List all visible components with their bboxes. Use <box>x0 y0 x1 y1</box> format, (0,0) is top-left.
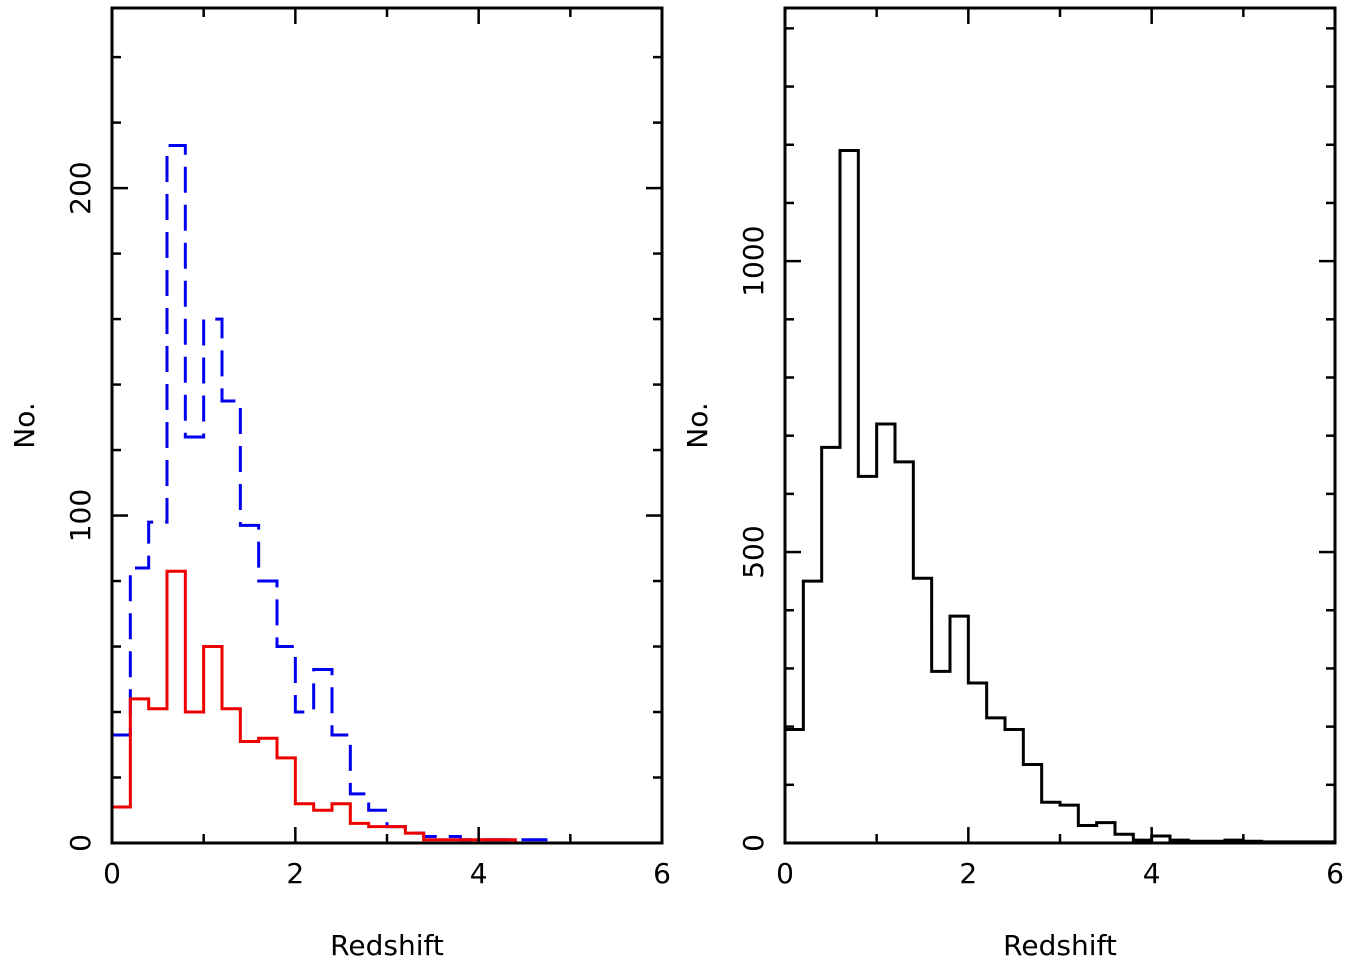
left-tick-labels: 0 2 4 6 0 100 200 <box>64 161 671 890</box>
left-y-tick-label: 200 <box>64 161 97 214</box>
right-x-tick-label: 2 <box>959 857 977 890</box>
left-y-tick-label: 0 <box>64 834 97 852</box>
right-y-tick-label: 0 <box>737 834 770 852</box>
right-x-tick-label: 0 <box>776 857 794 890</box>
right-x-tick-label: 6 <box>1326 857 1344 890</box>
left-series-0-step-line <box>112 144 662 845</box>
left-x-tick-label: 4 <box>470 857 488 890</box>
right-y-axis-label: No. <box>681 402 714 448</box>
right-x-axis-label: Redshift <box>1003 929 1117 962</box>
right-series-0-step-line <box>785 149 1335 844</box>
right-y-tick-label: 500 <box>737 525 770 578</box>
left-tick-layer <box>110 8 664 845</box>
right-y-tick-label: 1000 <box>737 225 770 296</box>
left-series-1-step-line <box>112 569 662 845</box>
right-plot-frame <box>783 6 1337 845</box>
right-x-tick-label: 4 <box>1143 857 1161 890</box>
left-x-tick-label: 0 <box>103 857 121 890</box>
left-x-axis-label: Redshift <box>330 929 444 962</box>
left-y-tick-label: 100 <box>64 489 97 542</box>
left-y-axis-label: No. <box>8 402 41 448</box>
left-x-tick-label: 6 <box>653 857 671 890</box>
left-histogram-panel: 0 2 4 6 0 100 200 Redshift No. <box>8 6 671 962</box>
left-plot-frame <box>110 6 664 845</box>
right-series-layer <box>785 149 1335 844</box>
right-tick-layer <box>783 8 1337 845</box>
right-histogram-panel: 0 2 4 6 0 500 1000 Redshift No. <box>681 6 1344 962</box>
left-series-layer <box>112 144 662 845</box>
left-x-tick-label: 2 <box>286 857 304 890</box>
right-tick-labels: 0 2 4 6 0 500 1000 <box>737 225 1344 890</box>
